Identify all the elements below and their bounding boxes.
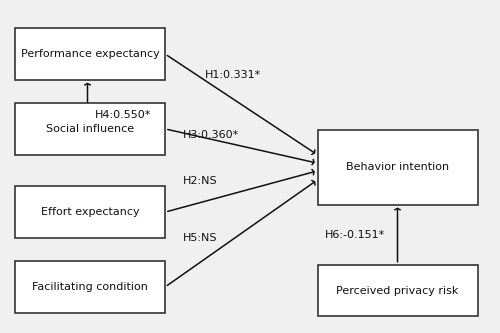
- FancyBboxPatch shape: [318, 265, 478, 316]
- Text: Social influence: Social influence: [46, 124, 134, 134]
- Text: H3:0.360*: H3:0.360*: [182, 130, 239, 140]
- Text: H6:-0.151*: H6:-0.151*: [325, 230, 385, 240]
- Text: Behavior intention: Behavior intention: [346, 162, 449, 172]
- Text: Effort expectancy: Effort expectancy: [40, 207, 140, 217]
- FancyBboxPatch shape: [15, 261, 165, 313]
- FancyBboxPatch shape: [15, 186, 165, 238]
- Text: H1:0.331*: H1:0.331*: [205, 70, 261, 80]
- Text: H4:0.550*: H4:0.550*: [95, 110, 152, 120]
- FancyBboxPatch shape: [318, 130, 478, 205]
- FancyBboxPatch shape: [15, 103, 165, 155]
- Text: Performance expectancy: Performance expectancy: [20, 49, 160, 59]
- FancyBboxPatch shape: [15, 28, 165, 80]
- Text: Facilitating condition: Facilitating condition: [32, 282, 148, 292]
- Text: H5:NS: H5:NS: [182, 233, 217, 243]
- Text: H2:NS: H2:NS: [182, 176, 217, 186]
- Text: Perceived privacy risk: Perceived privacy risk: [336, 285, 458, 296]
